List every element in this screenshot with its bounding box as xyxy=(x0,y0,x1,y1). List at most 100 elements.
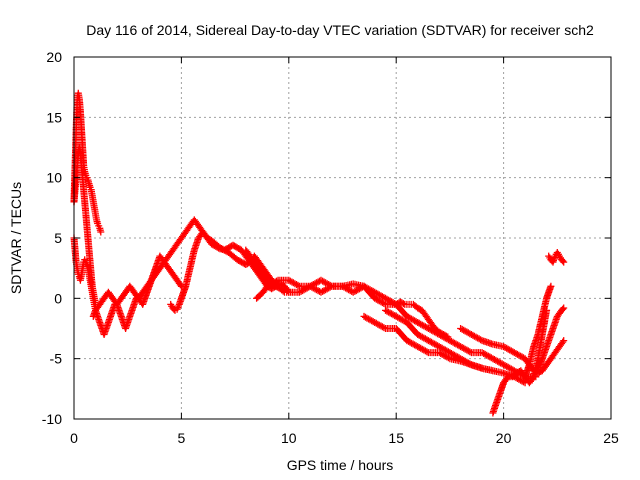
x-tick-label: 0 xyxy=(70,430,78,446)
data-point xyxy=(545,364,548,366)
data-point xyxy=(99,303,101,305)
data-point xyxy=(172,307,174,309)
series-sat-o xyxy=(532,304,568,375)
data-point xyxy=(320,279,322,281)
data-point xyxy=(79,279,82,281)
data-point xyxy=(78,276,80,278)
y-tick-label: 0 xyxy=(54,290,62,306)
data-point xyxy=(249,255,251,257)
data-point xyxy=(74,189,76,191)
data-point xyxy=(87,237,89,239)
data-point xyxy=(91,285,93,287)
data-point xyxy=(520,370,522,372)
data-point xyxy=(133,291,135,293)
data-point xyxy=(550,285,552,287)
data-point xyxy=(86,225,88,227)
data-point xyxy=(543,352,546,354)
data-point xyxy=(421,309,423,311)
data-point xyxy=(279,288,281,290)
data-point xyxy=(352,291,354,293)
data-point xyxy=(107,321,109,324)
data-point xyxy=(515,372,518,374)
data-point xyxy=(167,255,170,257)
data-point xyxy=(124,327,127,330)
data-point xyxy=(399,301,402,303)
data-point xyxy=(100,231,102,233)
data-point xyxy=(120,297,122,299)
data-point xyxy=(492,370,494,372)
data-point xyxy=(78,146,80,149)
data-point xyxy=(563,307,565,309)
data-point xyxy=(560,259,563,261)
data-point xyxy=(124,291,127,293)
data-point xyxy=(142,291,144,293)
series-sat-n xyxy=(545,249,568,266)
data-point xyxy=(210,243,213,245)
data-point xyxy=(449,339,451,342)
data-point xyxy=(87,179,89,181)
data-point xyxy=(178,303,180,305)
data-point xyxy=(341,285,344,287)
data-point xyxy=(492,412,494,414)
data-point xyxy=(266,279,268,281)
data-point xyxy=(80,273,83,275)
data-point xyxy=(236,259,238,261)
data-point xyxy=(558,346,561,348)
y-tick-label: 15 xyxy=(46,109,62,125)
data-point xyxy=(109,315,112,318)
data-point xyxy=(197,237,200,239)
data-point xyxy=(404,303,406,305)
data-point xyxy=(309,285,311,287)
data-point xyxy=(511,376,513,378)
data-point xyxy=(481,367,483,369)
data-point xyxy=(93,297,96,299)
data-point xyxy=(236,247,238,249)
data-point xyxy=(545,297,548,299)
data-point xyxy=(93,207,96,209)
data-point xyxy=(94,213,97,215)
data-point xyxy=(159,267,161,269)
series-sat-g xyxy=(242,246,452,341)
data-point xyxy=(215,245,217,248)
data-point xyxy=(107,291,109,293)
data-point xyxy=(556,315,558,318)
data-point xyxy=(240,249,243,251)
data-point xyxy=(97,222,99,225)
data-point xyxy=(253,261,256,263)
x-tick-label: 10 xyxy=(281,430,297,446)
x-tick-label: 20 xyxy=(496,430,512,446)
data-point xyxy=(176,308,178,310)
data-point xyxy=(232,244,234,246)
data-point xyxy=(406,339,408,342)
data-point xyxy=(92,291,94,293)
data-point xyxy=(528,364,530,366)
data-point xyxy=(384,309,387,311)
data-point xyxy=(146,291,148,293)
data-point xyxy=(503,364,505,366)
x-tick-label: 25 xyxy=(603,430,619,446)
data-point xyxy=(374,321,376,324)
data-point xyxy=(172,273,174,275)
data-point xyxy=(81,177,84,179)
data-point xyxy=(556,251,558,254)
data-point xyxy=(395,327,397,330)
data-point xyxy=(90,189,92,191)
data-point xyxy=(374,291,376,293)
data-point xyxy=(417,346,419,348)
data-point xyxy=(92,201,94,203)
data-point xyxy=(120,315,122,318)
data-point xyxy=(524,382,526,384)
data-point xyxy=(429,321,432,324)
data-point xyxy=(189,267,191,269)
data-point xyxy=(563,339,565,342)
data-point xyxy=(77,92,79,94)
data-point xyxy=(535,370,537,372)
data-point xyxy=(258,261,260,263)
data-point xyxy=(550,358,552,360)
data-point xyxy=(554,255,556,257)
data-point xyxy=(412,303,414,305)
data-point xyxy=(76,165,78,167)
data-point xyxy=(262,279,264,281)
data-point xyxy=(92,315,94,318)
data-point xyxy=(298,285,301,287)
